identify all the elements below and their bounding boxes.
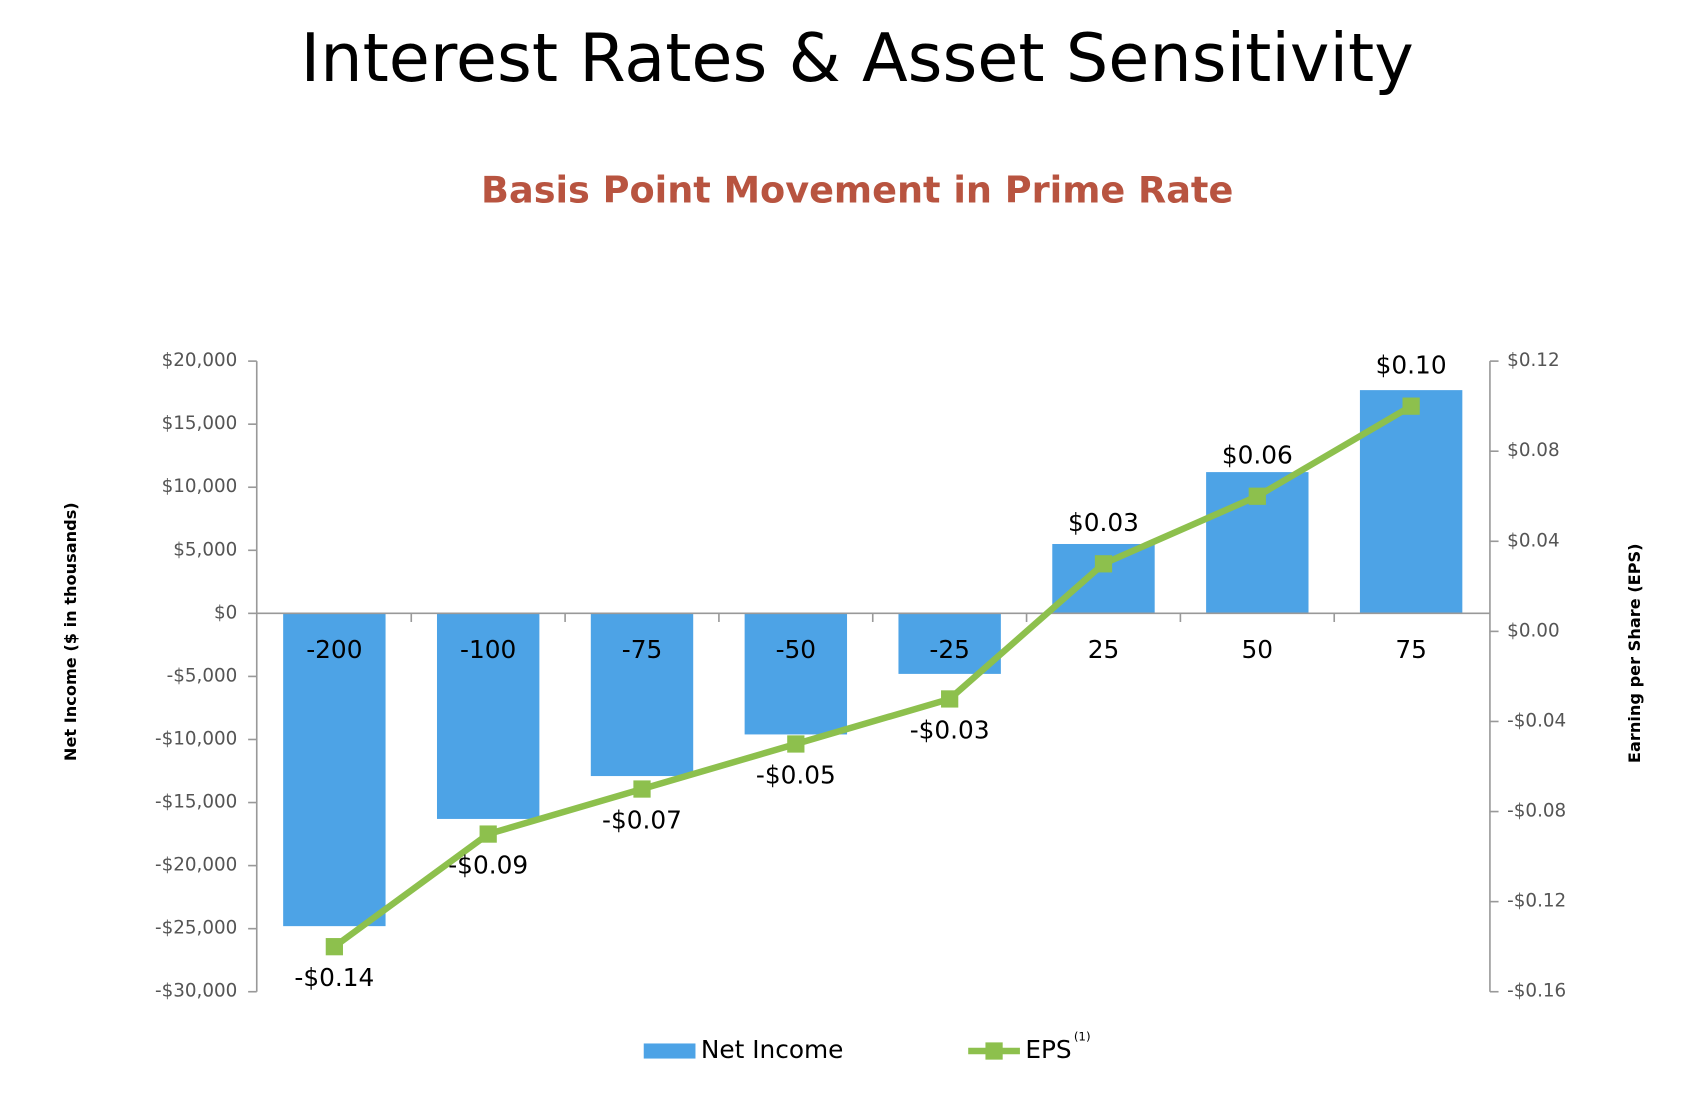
- bar: [283, 613, 386, 927]
- marker: [787, 735, 805, 753]
- line: [332, 403, 1413, 950]
- y-tick-label: -$25,000: [155, 918, 237, 939]
- data-label: -$0.07: [602, 805, 682, 834]
- bar: [898, 613, 1001, 674]
- marker: [1094, 555, 1113, 573]
- y2-tick-label: -$0.04: [1507, 710, 1566, 731]
- y-tick-label: -$15,000: [155, 792, 237, 813]
- legend-marker: [985, 1042, 1003, 1060]
- data-label: -$0.05: [756, 760, 836, 789]
- y-tick-label: -$20,000: [155, 855, 237, 876]
- legend-swatch: [643, 1043, 696, 1059]
- y-tick-label: -$30,000: [155, 981, 237, 1002]
- y2-tick-label: -$0.12: [1507, 891, 1566, 912]
- x-tick-label: -25: [929, 635, 969, 664]
- data-label: -$0.14: [294, 963, 374, 992]
- data-label: -$0.03: [910, 715, 990, 744]
- bar: [744, 613, 848, 735]
- y2-tick-label: $0.12: [1507, 350, 1559, 371]
- x-tick-label: 50: [1242, 635, 1274, 664]
- y2-tick-label: -$0.08: [1507, 801, 1566, 822]
- bar: [436, 613, 540, 819]
- marker: [479, 825, 497, 843]
- data-label: $0.06: [1222, 440, 1293, 469]
- y-tick-label: $10,000: [162, 476, 238, 497]
- y2-tick-label: $0.04: [1507, 530, 1559, 551]
- y-tick-label: $20,000: [162, 350, 238, 371]
- y2-tick-label: $0.08: [1507, 440, 1559, 461]
- x-tick-label: -200: [306, 635, 362, 664]
- marker: [941, 690, 959, 708]
- y-tick-label: $0: [214, 602, 237, 623]
- chart-subtitle: Basis Point Movement in Prime Rate: [481, 168, 1233, 211]
- marker: [325, 938, 343, 956]
- x-tick-label: -75: [622, 635, 662, 664]
- y-tick-label: $5,000: [173, 539, 237, 560]
- legend-label: EPS: [1025, 1035, 1071, 1064]
- y2-axis-label: Earning per Share (EPS): [1625, 543, 1644, 763]
- marker: [633, 780, 651, 798]
- x-tick-label: -50: [776, 635, 816, 664]
- chart-title: Interest Rates & Asset Sensitivity: [301, 19, 1414, 97]
- x-tick-label: 75: [1395, 635, 1427, 664]
- y2-tick-label: $0.00: [1507, 620, 1559, 641]
- data-label: -$0.09: [448, 850, 528, 879]
- marker: [1402, 397, 1420, 415]
- data-label: $0.03: [1068, 508, 1139, 537]
- x-tick-label: -100: [460, 635, 516, 664]
- y-tick-label: -$10,000: [155, 728, 237, 749]
- y2-tick-label: -$0.16: [1507, 981, 1566, 1002]
- y-tick-label: $15,000: [162, 413, 238, 434]
- data-label: $0.10: [1376, 350, 1447, 379]
- legend-label: Net Income: [701, 1035, 844, 1064]
- legend-footnote: (1): [1074, 1029, 1091, 1043]
- x-tick-label: 25: [1088, 635, 1120, 664]
- y-tick-label: -$5,000: [167, 665, 238, 686]
- y-axis-label: Net Income ($ in thousands): [61, 502, 80, 761]
- bar: [590, 613, 694, 777]
- bar: [1052, 543, 1155, 614]
- marker: [1248, 487, 1266, 505]
